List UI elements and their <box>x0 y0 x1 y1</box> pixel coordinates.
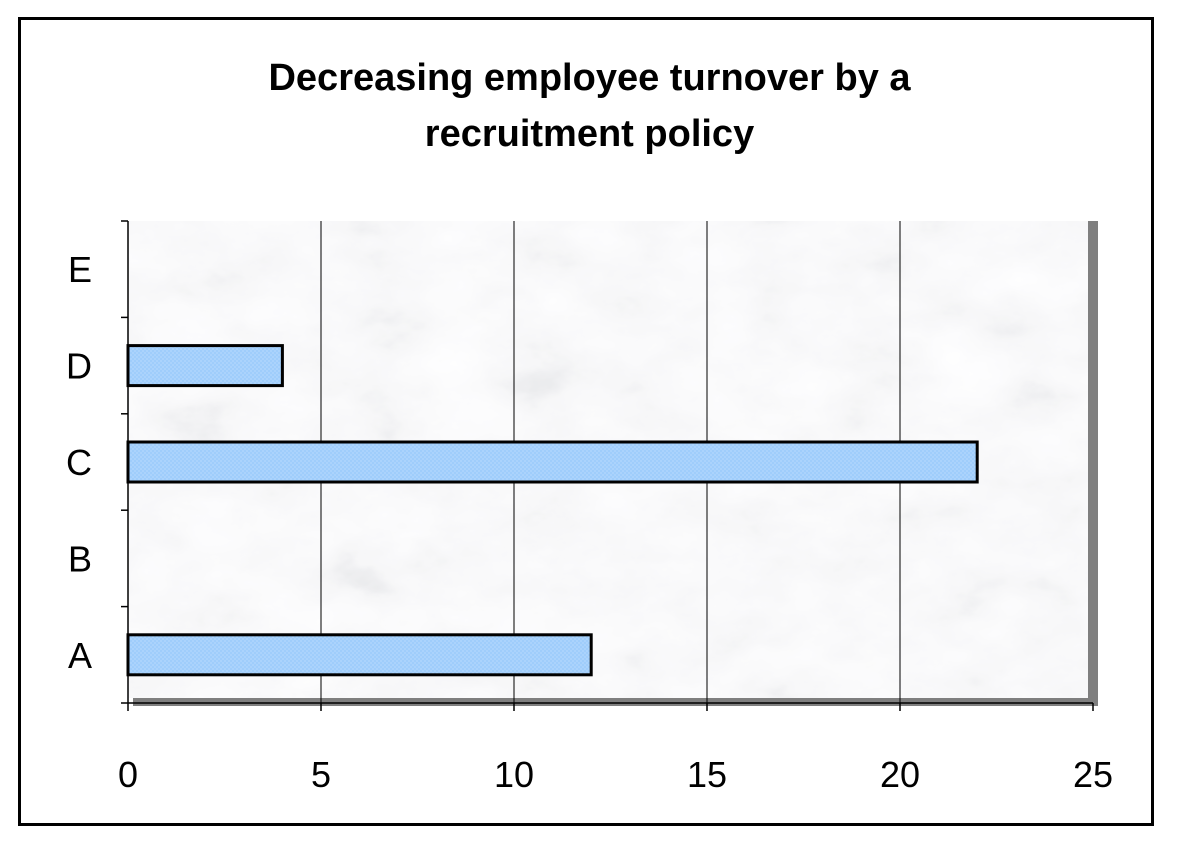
x-tick-label: 15 <box>687 754 727 795</box>
chart-title-line-1: Decreasing employee turnover by a <box>268 57 911 99</box>
bar-c <box>126 440 979 484</box>
bar-a <box>126 633 593 677</box>
y-tick-label-c: C <box>66 442 92 483</box>
y-tick-label-d: D <box>66 346 92 387</box>
x-tick-label: 20 <box>880 754 920 795</box>
y-tick-label-a: A <box>68 635 92 676</box>
x-tick-label: 0 <box>118 754 138 795</box>
y-tick-label-e: E <box>68 249 92 290</box>
bar-d <box>126 344 284 388</box>
chart-title-line-2: recruitment policy <box>424 113 755 155</box>
x-tick-label: 5 <box>311 754 331 795</box>
x-tick-label: 10 <box>494 754 534 795</box>
y-tick-label-b: B <box>68 538 92 579</box>
chart-title: Decreasing employee turnover by a recrui… <box>0 50 1179 162</box>
x-tick-label: 25 <box>1073 754 1113 795</box>
